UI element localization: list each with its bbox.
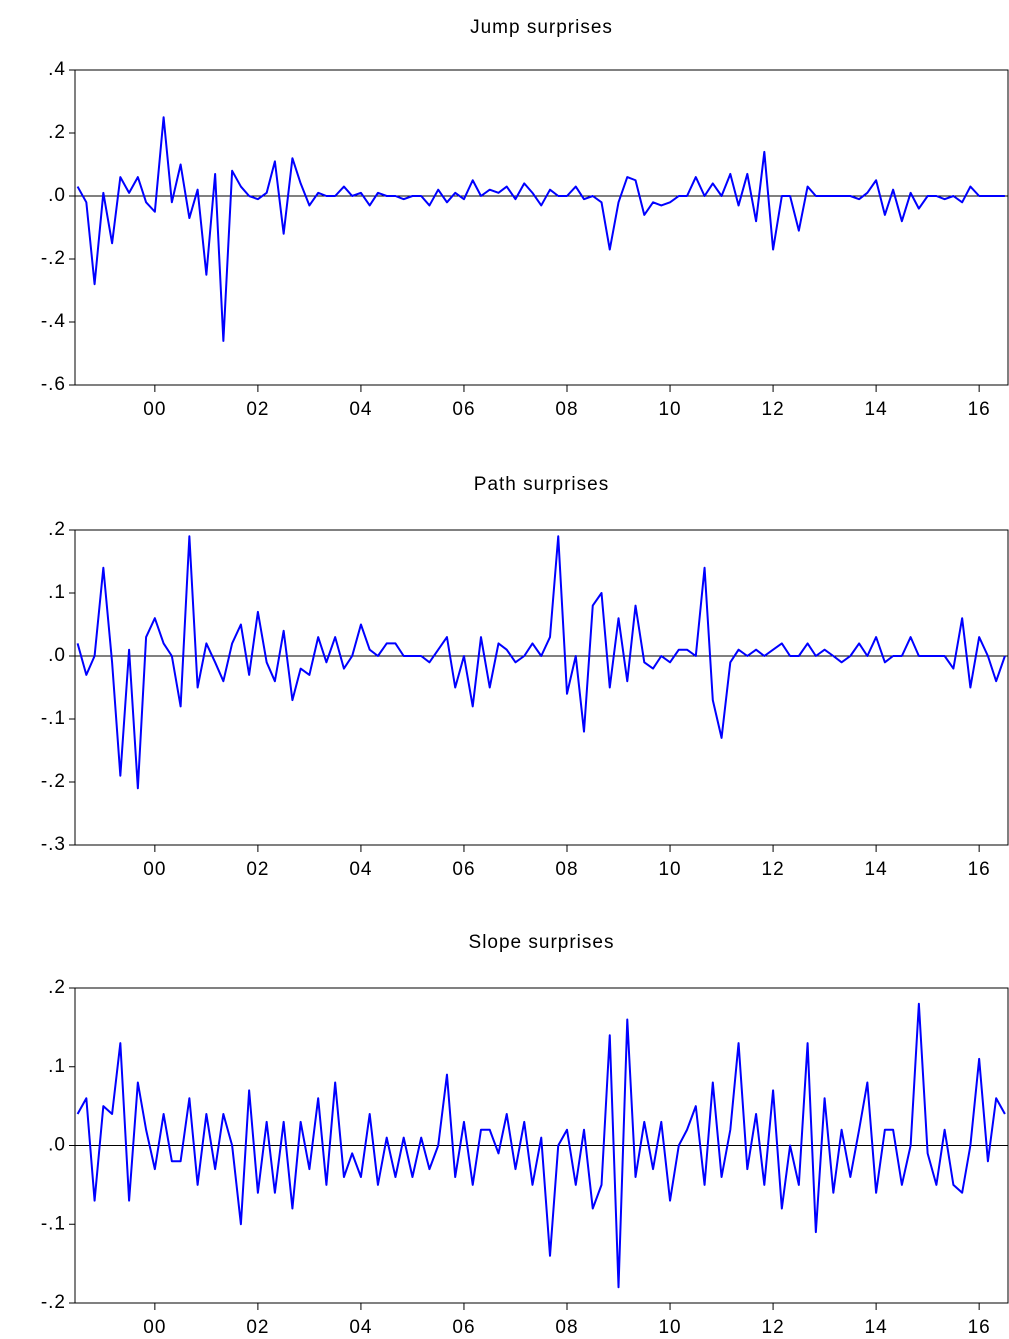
y-tick-label: .4 xyxy=(48,59,66,80)
chart-title: Slope surprises xyxy=(469,932,615,953)
y-tick-label: .0 xyxy=(48,185,66,206)
y-tick-label: -.2 xyxy=(41,771,66,792)
x-tick-label: 16 xyxy=(968,399,991,420)
x-tick-label: 04 xyxy=(349,399,372,420)
x-tick-label: 00 xyxy=(143,1317,166,1338)
x-tick-label: 14 xyxy=(865,1317,888,1338)
y-tick-label: -.1 xyxy=(41,708,66,729)
y-tick-label: .2 xyxy=(48,977,66,998)
x-tick-label: 14 xyxy=(865,399,888,420)
x-tick-label: 06 xyxy=(452,399,475,420)
data-line xyxy=(76,116,1005,342)
x-tick-label: 02 xyxy=(246,399,269,420)
x-tick-label: 00 xyxy=(143,399,166,420)
x-tick-label: 08 xyxy=(555,399,578,420)
x-tick-label: 12 xyxy=(762,859,785,880)
y-tick-label: -.1 xyxy=(41,1213,66,1234)
x-tick-label: 06 xyxy=(452,1317,475,1338)
y-tick-label: .1 xyxy=(48,582,66,603)
x-tick-label: 04 xyxy=(349,1317,372,1338)
x-tick-label: 16 xyxy=(968,859,991,880)
y-tick-label: -.4 xyxy=(41,311,66,332)
x-tick-label: 16 xyxy=(968,1317,991,1338)
x-tick-label: 10 xyxy=(658,1317,681,1338)
y-tick-label: .0 xyxy=(48,1135,66,1156)
x-tick-label: 02 xyxy=(246,1317,269,1338)
x-tick-label: 02 xyxy=(246,859,269,880)
y-tick-label: -.2 xyxy=(41,248,66,269)
data-line xyxy=(76,1002,1006,1289)
y-tick-label: .0 xyxy=(48,645,66,666)
y-tick-label: -.6 xyxy=(41,374,66,395)
x-tick-label: 10 xyxy=(658,859,681,880)
chart-title: Jump surprises xyxy=(470,17,613,38)
y-tick-label: -.2 xyxy=(41,1292,66,1313)
y-tick-label: .2 xyxy=(48,122,66,143)
x-tick-label: 14 xyxy=(865,859,888,880)
chart-title: Path surprises xyxy=(474,474,609,495)
x-tick-label: 10 xyxy=(658,399,681,420)
x-tick-label: 08 xyxy=(555,1317,578,1338)
x-tick-label: 06 xyxy=(452,859,475,880)
y-tick-label: .1 xyxy=(48,1056,66,1077)
y-tick-label: .2 xyxy=(48,519,66,540)
x-tick-label: 12 xyxy=(762,1317,785,1338)
x-tick-label: 04 xyxy=(349,859,372,880)
plot-frame xyxy=(74,69,1009,386)
plot-frame xyxy=(74,529,1009,846)
x-tick-label: 12 xyxy=(762,399,785,420)
x-tick-label: 00 xyxy=(143,859,166,880)
y-tick-label: -.3 xyxy=(41,834,66,855)
x-tick-label: 08 xyxy=(555,859,578,880)
data-line xyxy=(76,535,1006,790)
